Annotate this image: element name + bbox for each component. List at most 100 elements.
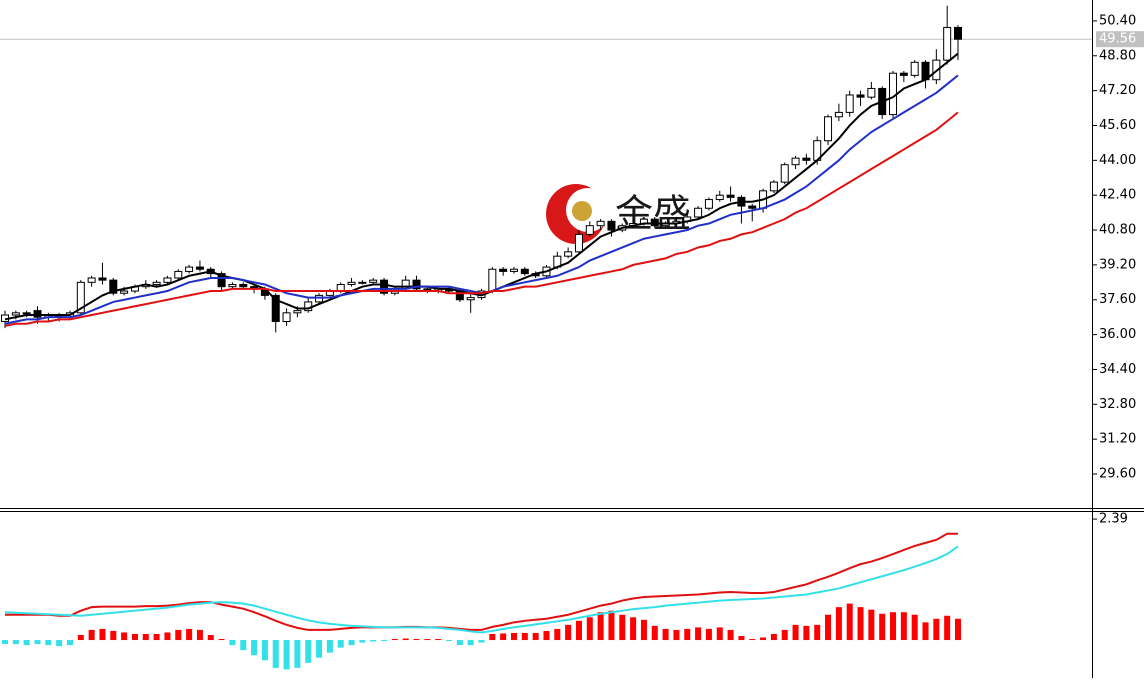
macd-bar bbox=[803, 625, 810, 641]
macd-bar bbox=[283, 640, 290, 670]
macd-bar bbox=[955, 618, 961, 641]
candle-body bbox=[488, 268, 497, 292]
macd-bar bbox=[684, 628, 691, 641]
macd-bar bbox=[261, 640, 268, 661]
candle-body bbox=[369, 279, 378, 283]
macd-bar bbox=[77, 634, 84, 641]
candle-body bbox=[694, 207, 703, 218]
macd-bar bbox=[272, 640, 279, 668]
macd-bar bbox=[651, 625, 658, 641]
candle-body bbox=[943, 26, 952, 61]
macd-bar bbox=[66, 640, 73, 646]
candle-body bbox=[358, 281, 367, 284]
macd-bar bbox=[370, 640, 377, 642]
macd-bar bbox=[814, 624, 821, 641]
macd-bar bbox=[890, 612, 897, 641]
candle-body bbox=[802, 157, 811, 161]
macd-bar bbox=[695, 627, 702, 641]
macd-bar bbox=[944, 615, 951, 641]
candle-body bbox=[293, 310, 302, 314]
moving-average bbox=[4, 111, 959, 327]
macd-bar bbox=[218, 639, 225, 641]
candle-body bbox=[867, 87, 876, 98]
macd-bar bbox=[608, 610, 615, 641]
macd-bar bbox=[110, 630, 117, 641]
macd-bar bbox=[489, 633, 496, 641]
macd-bar bbox=[467, 640, 474, 646]
candle-body bbox=[824, 116, 833, 142]
y-tick-label: 37.60 bbox=[1099, 292, 1136, 307]
last-price-label: 49.56 bbox=[1099, 32, 1136, 47]
y-tick-label: 44.00 bbox=[1099, 153, 1136, 168]
macd-bar bbox=[88, 629, 95, 641]
macd-bar bbox=[738, 635, 745, 641]
macd-bar bbox=[478, 640, 485, 643]
candle-body bbox=[769, 181, 778, 192]
macd-bar bbox=[424, 639, 431, 641]
candle-body bbox=[564, 251, 573, 257]
watermark-text: 金盛 bbox=[615, 192, 691, 236]
macd-bar bbox=[640, 619, 647, 641]
candle-body bbox=[704, 199, 713, 209]
macd-bar bbox=[164, 632, 171, 641]
macd-bar bbox=[857, 607, 864, 641]
macd-bar bbox=[673, 629, 680, 641]
candle-body bbox=[109, 279, 118, 294]
macd-bar bbox=[770, 633, 777, 641]
macd-bar bbox=[868, 609, 875, 641]
candle-body bbox=[466, 297, 475, 301]
candle-body bbox=[650, 218, 659, 227]
macd-bar bbox=[23, 640, 30, 646]
macd-bar bbox=[781, 629, 788, 641]
macd-bar bbox=[131, 633, 138, 641]
macd-bar bbox=[760, 637, 767, 641]
candle-body bbox=[152, 281, 161, 285]
macd-bar bbox=[240, 640, 247, 651]
y-tick-label: 29.60 bbox=[1099, 467, 1136, 482]
macd-bar bbox=[456, 640, 463, 646]
macd-bar bbox=[510, 632, 517, 641]
candle-body bbox=[889, 72, 898, 116]
macd-bar bbox=[922, 622, 929, 641]
y-tick-label: 32.80 bbox=[1099, 397, 1136, 412]
macd-bar bbox=[348, 640, 355, 646]
macd-bar bbox=[2, 640, 8, 645]
y-tick-label: 36.00 bbox=[1099, 327, 1136, 342]
candle-body bbox=[33, 310, 42, 318]
macd-bar bbox=[12, 640, 19, 645]
macd-bar bbox=[662, 628, 669, 641]
macd-bar bbox=[879, 613, 886, 641]
macd-bar bbox=[175, 629, 182, 641]
candle-body bbox=[574, 233, 583, 253]
macd-bar bbox=[554, 628, 561, 641]
macd-bar bbox=[911, 614, 918, 641]
candle-body bbox=[282, 312, 291, 323]
candle-body bbox=[76, 281, 85, 314]
y-tick-label: 42.40 bbox=[1099, 188, 1136, 203]
y-tick-label: 40.80 bbox=[1099, 223, 1136, 238]
candle-body bbox=[22, 312, 31, 315]
macd-bar bbox=[532, 632, 539, 641]
macd-bar bbox=[294, 640, 301, 668]
candle-body bbox=[315, 294, 324, 303]
moving-average bbox=[4, 52, 959, 321]
macd-bar bbox=[45, 640, 52, 646]
candle-body bbox=[520, 268, 529, 275]
macd-line bbox=[4, 545, 959, 634]
candle-body bbox=[271, 294, 280, 323]
macd-bar bbox=[825, 614, 832, 641]
y-tick-label: 34.40 bbox=[1099, 362, 1136, 377]
macd-bar bbox=[446, 640, 453, 642]
macd-bar bbox=[359, 640, 366, 643]
macd-bar bbox=[99, 628, 106, 641]
last-price-box bbox=[1096, 31, 1144, 48]
macd-bar bbox=[402, 638, 409, 641]
candle-body bbox=[856, 94, 865, 98]
macd-bar bbox=[316, 640, 323, 658]
macd-bar bbox=[727, 629, 734, 641]
logo-dot bbox=[572, 201, 592, 221]
candle-body bbox=[163, 277, 172, 283]
